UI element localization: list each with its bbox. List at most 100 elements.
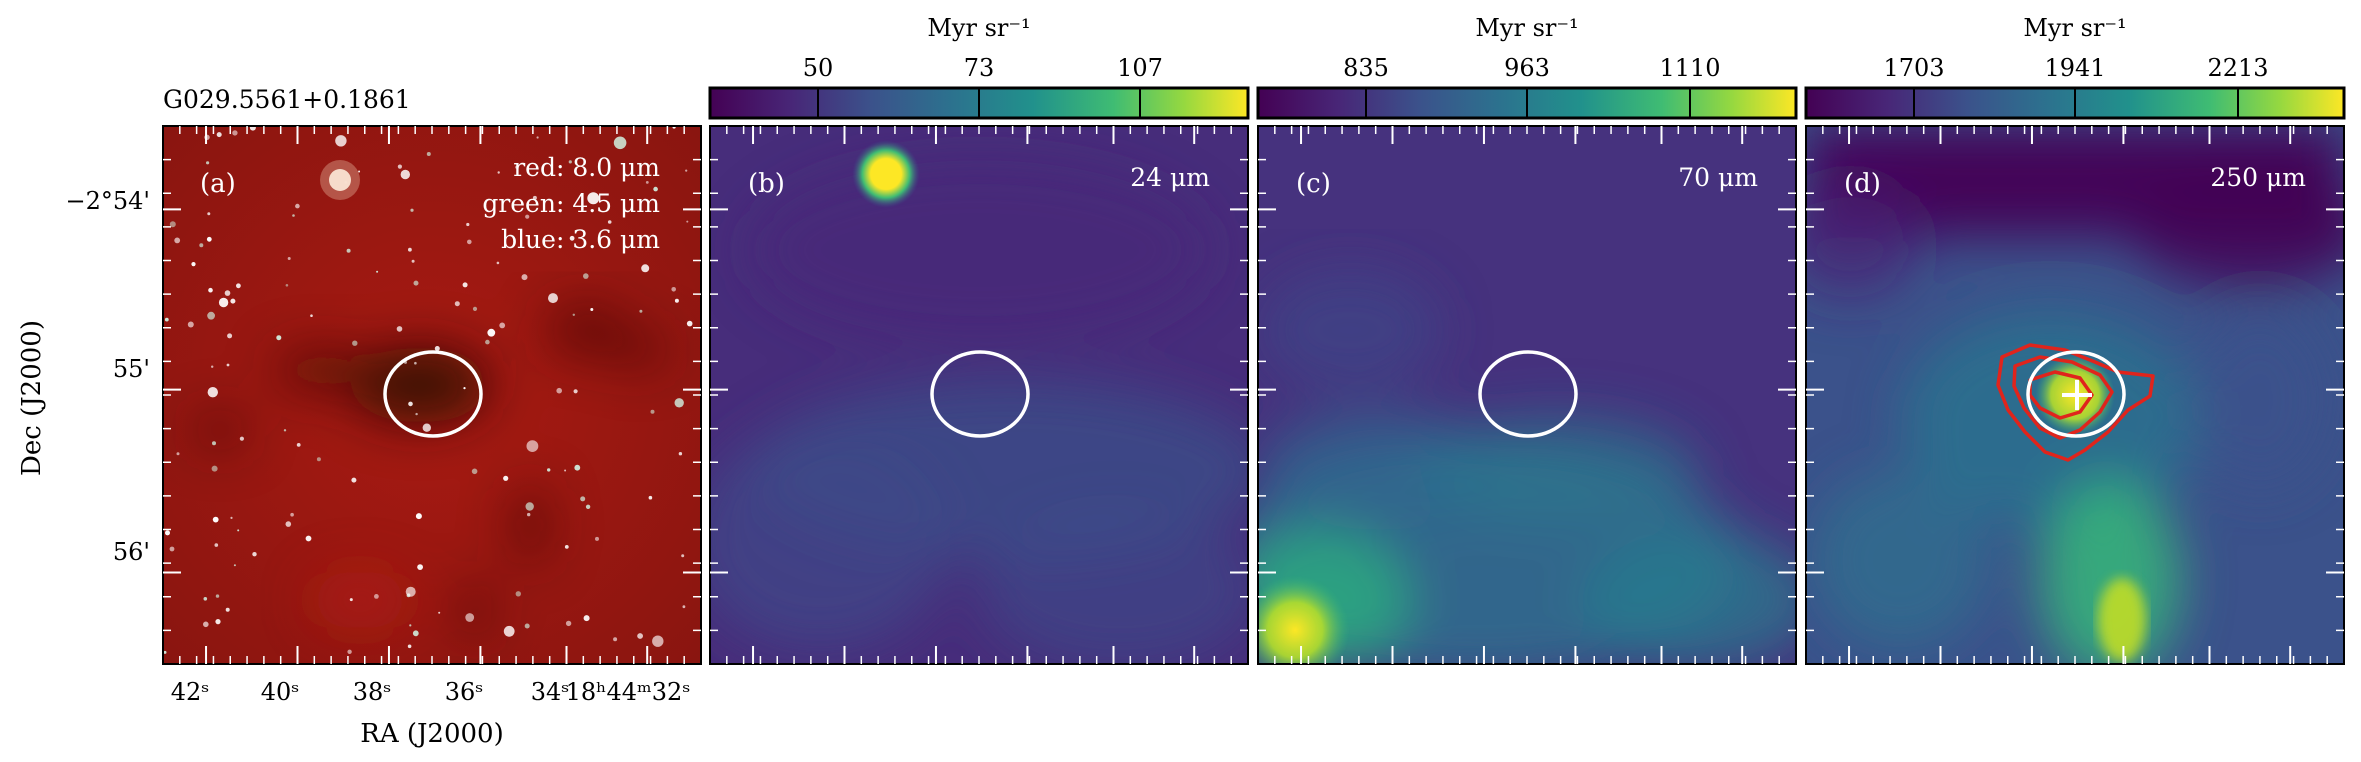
panel-d-ticks (1806, 126, 2344, 664)
panel-c-wavelength: 70 μm (1678, 163, 1758, 192)
star (374, 594, 379, 599)
star (410, 208, 414, 212)
panel-c-aperture-ellipse (1478, 350, 1578, 438)
star (225, 607, 230, 612)
panel-d (1806, 126, 2344, 664)
star (215, 619, 221, 625)
star (580, 496, 586, 502)
star (503, 475, 509, 481)
ra-tick-label-1: 42ˢ (171, 678, 210, 706)
star (547, 468, 551, 472)
star (224, 290, 231, 296)
bright-star-halo (320, 160, 360, 200)
star (503, 625, 515, 637)
star (305, 535, 312, 542)
contour-middle (2012, 355, 2114, 440)
star (650, 409, 655, 414)
star (569, 235, 575, 241)
star (485, 339, 490, 345)
star (191, 262, 196, 267)
star (414, 361, 417, 365)
star (499, 322, 506, 329)
star (462, 282, 468, 288)
dec-tick-label-2: 55' (113, 355, 150, 383)
star (230, 516, 233, 520)
star (682, 605, 686, 609)
star (686, 320, 693, 327)
star (637, 633, 643, 639)
star (454, 301, 460, 307)
star (613, 637, 618, 642)
star (532, 195, 537, 200)
dec-tick-label-3: 56' (113, 538, 150, 566)
star (316, 457, 321, 462)
star (285, 521, 292, 527)
colorbar-d-tick-label-1: 1703 (1883, 54, 1944, 82)
star (276, 335, 282, 341)
colorbar-d: Myr sr⁻¹ 1703 1941 2213 (1804, 14, 2346, 120)
panel-a-dark-lanes (192, 305, 670, 640)
ra-tick-label-2: 40ˢ (261, 678, 300, 706)
panel-c (1258, 126, 1796, 664)
star (218, 297, 229, 308)
star (408, 401, 413, 407)
star (249, 126, 256, 131)
star (352, 340, 358, 346)
star (211, 365, 214, 368)
star (347, 649, 352, 654)
star (686, 220, 689, 223)
colorbar-c-unit: Myr sr⁻¹ (1475, 14, 1578, 42)
star (525, 502, 534, 511)
star (515, 591, 521, 597)
star (212, 516, 219, 523)
colorbar-c: Myr sr⁻¹ 835 963 1110 (1256, 14, 1798, 120)
source-label: G029.5561+0.1861 (163, 85, 411, 114)
star (400, 169, 410, 180)
panel-b (710, 126, 1248, 664)
star (572, 313, 575, 316)
star (252, 552, 257, 557)
panel-c-tag: (c) (1296, 169, 1331, 199)
panel-b-point-source (852, 140, 920, 208)
star (335, 135, 347, 147)
star (653, 186, 658, 192)
star (226, 363, 230, 367)
contour-inner (2028, 370, 2094, 420)
star (585, 504, 591, 509)
star (496, 261, 500, 265)
star (556, 387, 562, 394)
star (565, 620, 572, 627)
star (583, 273, 589, 279)
ra-tick-label-3: 38ˢ (353, 678, 392, 706)
star (685, 169, 688, 172)
star (349, 598, 353, 602)
star (296, 443, 301, 447)
star (595, 536, 599, 541)
contour-outer (1996, 343, 2155, 462)
star (174, 237, 181, 244)
star (405, 586, 416, 597)
star (227, 333, 233, 339)
ra-tick-label-5: 34ˢ (531, 678, 570, 706)
star (463, 387, 466, 390)
star (408, 247, 412, 252)
colorbar-d-tick-label-2: 1941 (2044, 54, 2105, 82)
star (524, 623, 530, 629)
panel-b-aperture-ellipse (930, 350, 1030, 438)
star (163, 650, 167, 654)
star (521, 274, 528, 281)
star (417, 564, 423, 570)
star (645, 181, 649, 184)
colorbar-d-tick-label-3: 2213 (2207, 54, 2268, 82)
panel-a-aperture-ellipse (383, 350, 483, 438)
colorbar-b-tick-label-1: 50 (803, 54, 834, 82)
colorbar-b-unit: Myr sr⁻¹ (927, 14, 1030, 42)
star (396, 326, 403, 332)
star (413, 280, 419, 286)
star (564, 545, 569, 549)
panel-a-tag: (a) (200, 169, 236, 199)
star (527, 512, 531, 517)
star (415, 513, 422, 520)
panel-a (163, 126, 701, 664)
star (548, 293, 558, 304)
